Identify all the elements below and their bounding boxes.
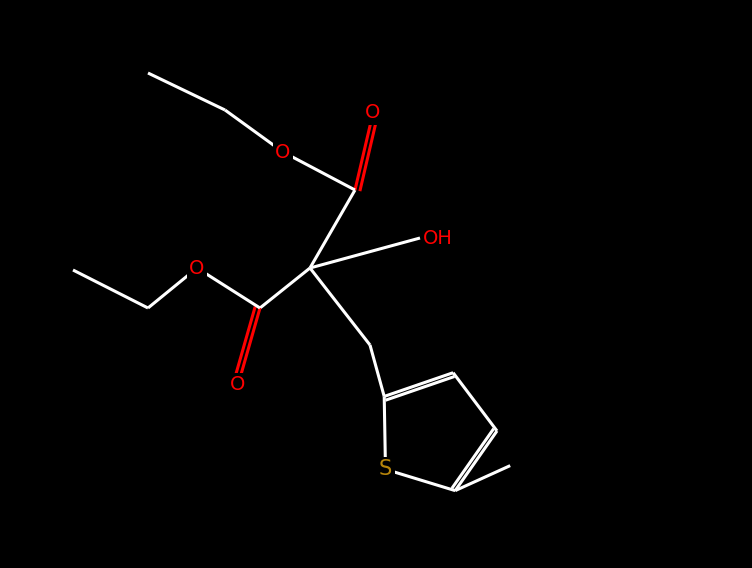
Text: O: O [365,103,381,123]
Text: OH: OH [423,228,453,248]
Text: O: O [190,258,205,278]
Text: S: S [379,460,392,479]
Text: O: O [230,375,246,395]
Text: O: O [275,143,291,161]
